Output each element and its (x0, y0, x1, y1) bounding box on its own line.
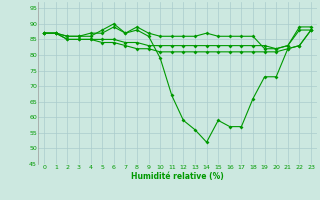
X-axis label: Humidité relative (%): Humidité relative (%) (131, 172, 224, 181)
